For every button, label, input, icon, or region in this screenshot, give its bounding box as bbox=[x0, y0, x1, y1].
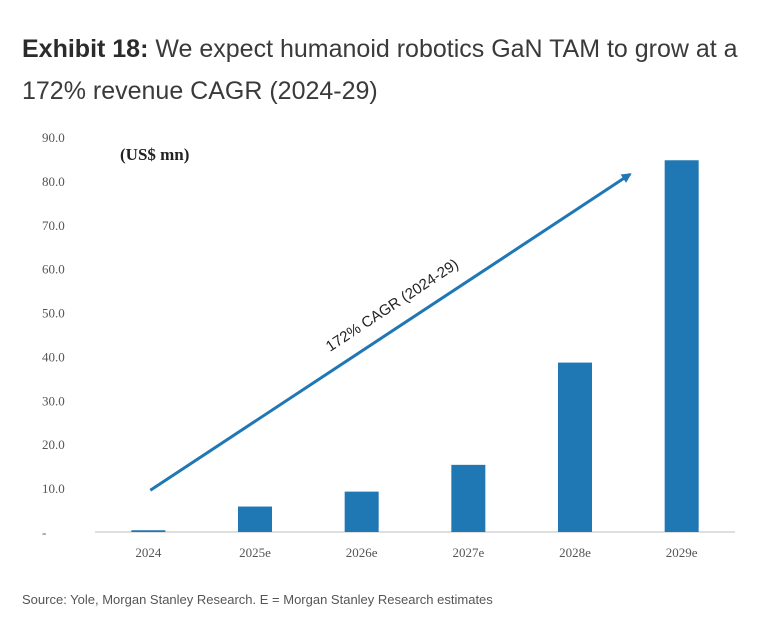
x-tick-label: 2026e bbox=[346, 545, 378, 560]
x-tick-label: 2029e bbox=[666, 545, 698, 560]
bar-2026e bbox=[344, 491, 379, 532]
bar-chart: - 10.0 20.0 30.0 40.0 50.0 60.0 70.0 80.0 90.0 20… bbox=[42, 130, 735, 560]
x-tick-label: 2025e bbox=[239, 545, 271, 560]
bar-2028e bbox=[558, 362, 592, 532]
title-line-1: We expect humanoid robotics GaN TAM to g… bbox=[155, 35, 738, 63]
y-tick-label: 10.0 bbox=[42, 481, 65, 496]
exhibit-label: Exhibit 18: bbox=[22, 35, 149, 63]
y-axis: - 10.0 20.0 30.0 40.0 50.0 60.0 70.0 80.0 90.0 bbox=[42, 130, 65, 540]
y-tick-label: 20.0 bbox=[42, 437, 65, 452]
bar-2027e bbox=[451, 464, 486, 532]
y-tick-label: 90.0 bbox=[42, 130, 65, 145]
bar-2024 bbox=[131, 530, 166, 532]
y-tick-label: 70.0 bbox=[42, 218, 65, 233]
bar-series bbox=[131, 160, 699, 532]
chart-title: Exhibit 18: We expect humanoid robotics … bbox=[22, 28, 772, 112]
title-line-2: 172% revenue CAGR (2024-29) bbox=[22, 77, 378, 105]
x-axis: 2024 2025e 2026e 2027e 2028e 2029e bbox=[135, 545, 697, 560]
y-tick-label: 60.0 bbox=[42, 262, 65, 277]
bar-2025e bbox=[238, 506, 272, 532]
y-tick-label: - bbox=[42, 525, 46, 540]
y-tick-label: 80.0 bbox=[42, 174, 65, 189]
y-tick-label: 30.0 bbox=[42, 393, 65, 408]
x-tick-label: 2024 bbox=[135, 545, 162, 560]
x-tick-label: 2027e bbox=[452, 545, 484, 560]
chart-area: - 10.0 20.0 30.0 40.0 50.0 60.0 70.0 80.0 90.0 20… bbox=[0, 120, 782, 580]
source-note: Source: Yole, Morgan Stanley Research. E… bbox=[22, 592, 493, 607]
cagr-trend-arrow bbox=[149, 173, 632, 492]
cagr-annotation: 172% CAGR (2024-29) bbox=[323, 256, 462, 356]
bar-2029e bbox=[664, 160, 699, 532]
y-tick-label: 50.0 bbox=[42, 306, 65, 321]
y-tick-label: 40.0 bbox=[42, 349, 65, 364]
y-axis-unit-label: (US$ mn) bbox=[120, 145, 189, 164]
x-tick-label: 2028e bbox=[559, 545, 591, 560]
